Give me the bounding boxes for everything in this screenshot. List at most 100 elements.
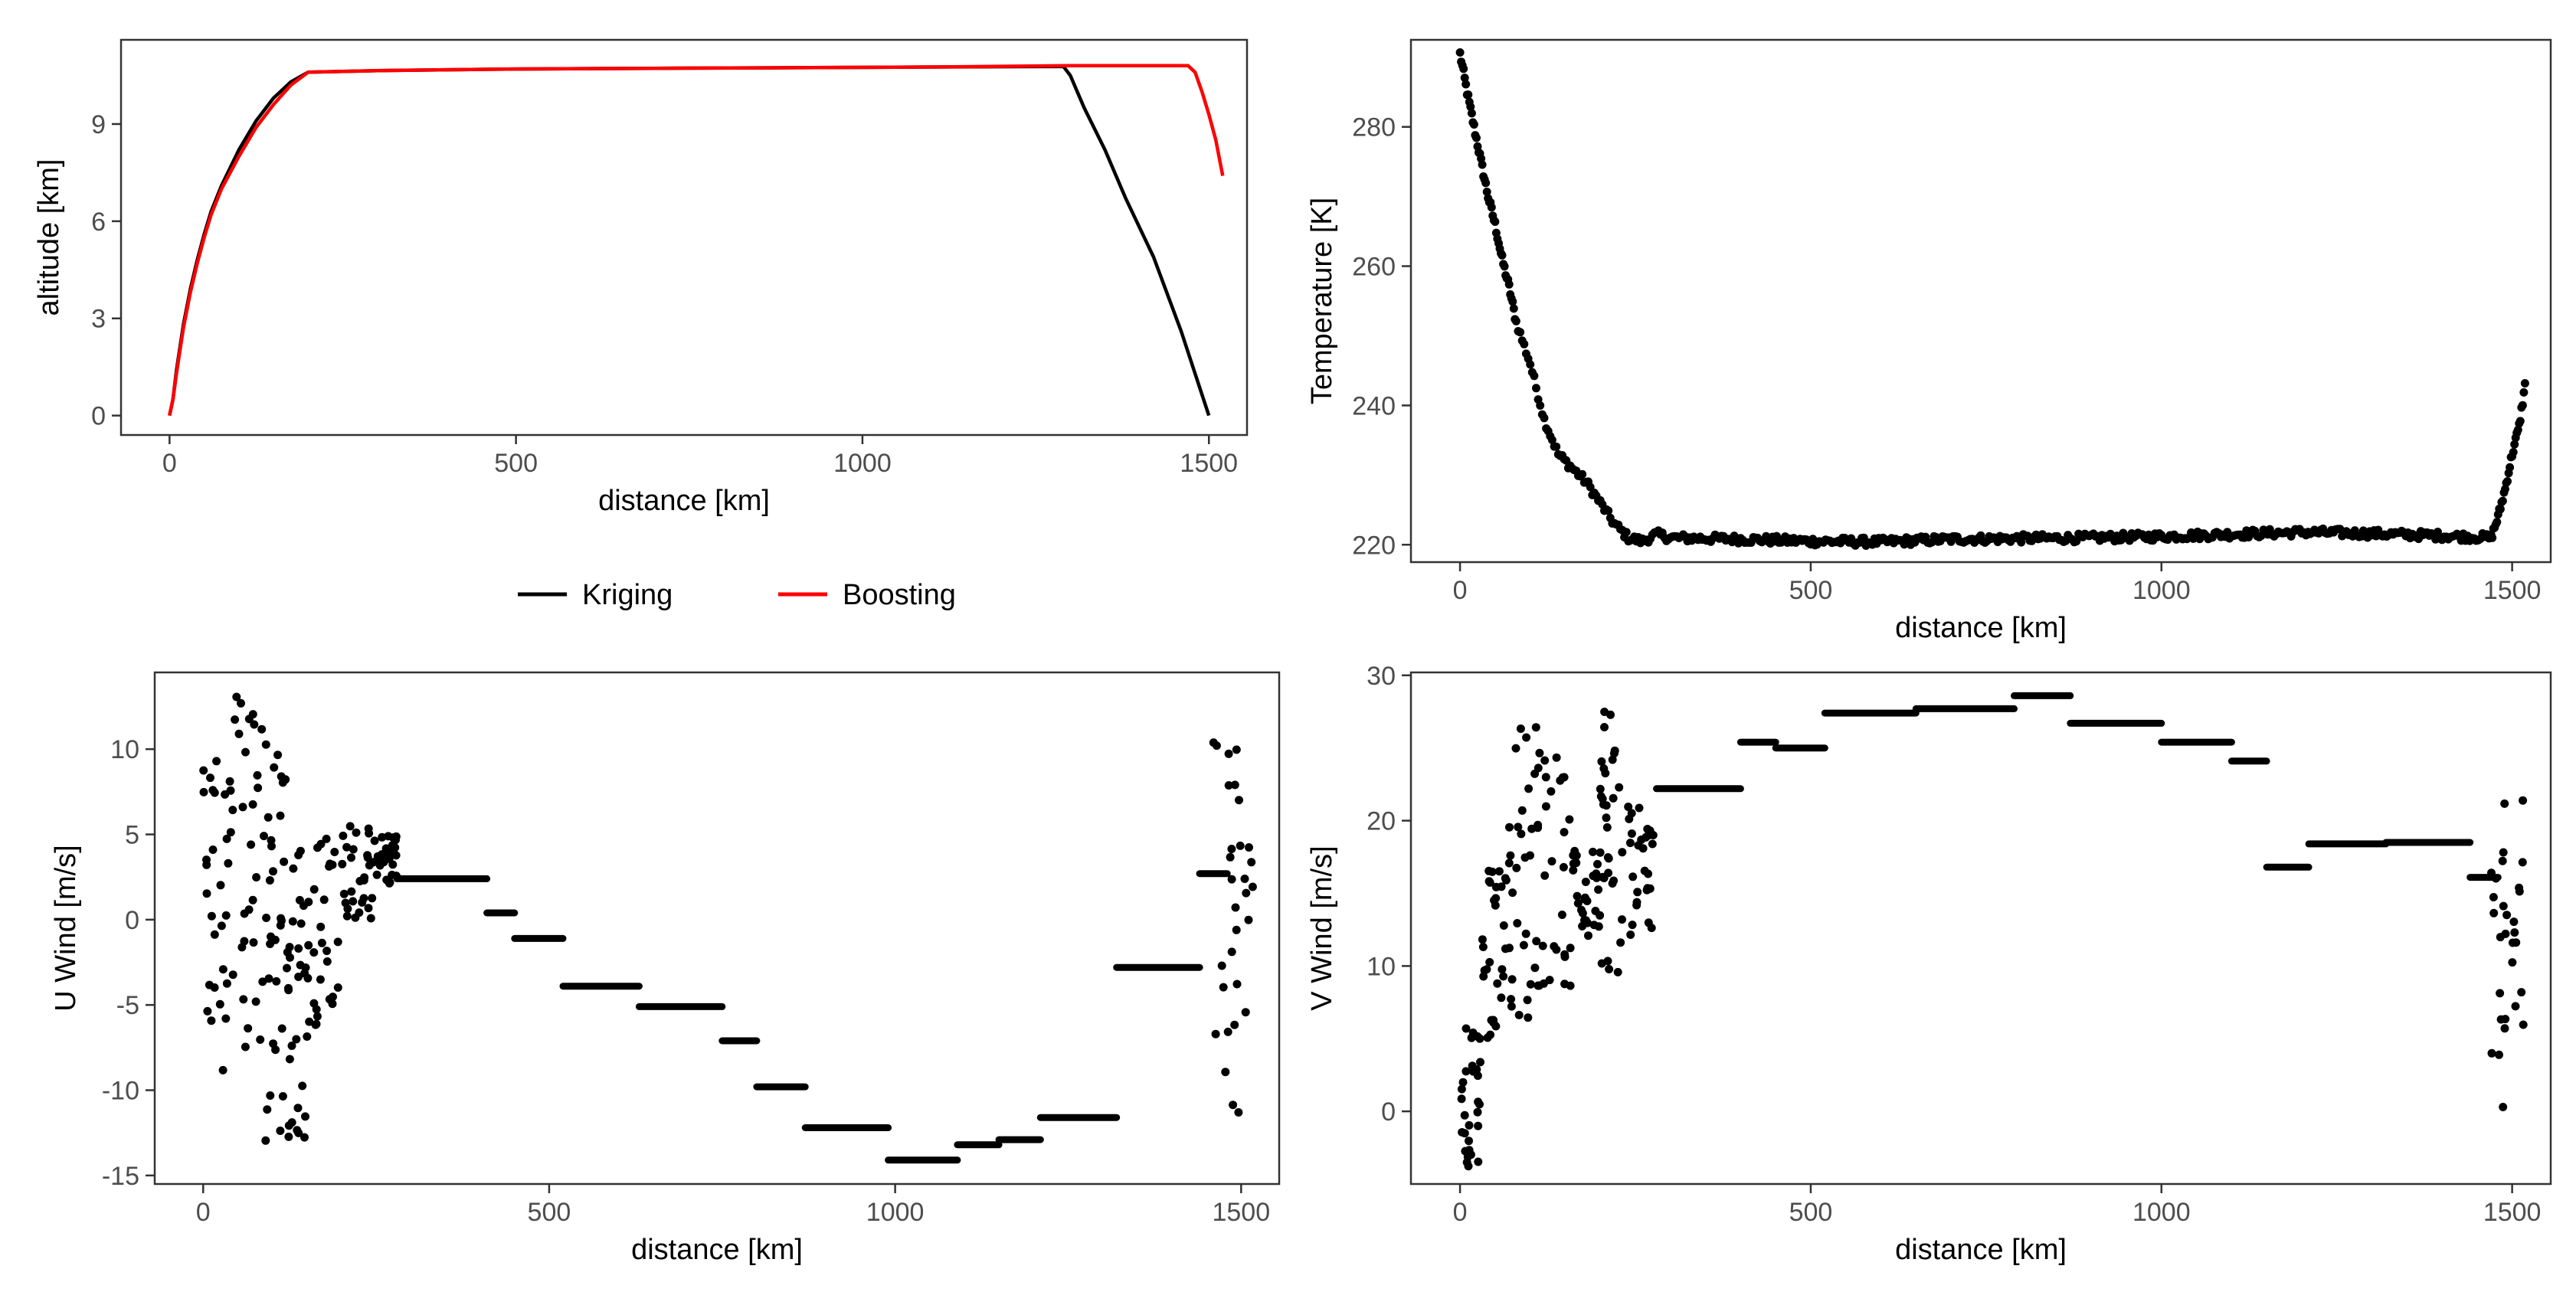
v-wind-point [1644,869,1653,878]
v-wind-point [2487,1048,2496,1058]
u-wind-point [247,840,256,849]
v-wind-point [1618,848,1627,857]
u-wind-point [248,710,257,719]
v-wind-point [1464,1162,1473,1171]
temperature-point [1464,90,1473,100]
u-wind-point [295,895,304,904]
y-axis-title: U Wind [m/s] [50,845,82,1011]
u-wind-point [272,976,281,986]
v-wind-point [1626,931,1635,939]
v-wind-point [1483,1033,1492,1042]
u-wind-point [1221,1068,1230,1077]
v-wind-point [1497,965,1507,974]
v-wind-point [1599,800,1608,809]
u-wind-point [316,975,325,984]
y-axis-title: altitude [km] [33,159,65,316]
y-tick-label: 6 [91,208,106,237]
temperature-point [1622,528,1631,537]
u-wind-point [1224,749,1233,758]
u-wind-point [1227,875,1236,884]
u-wind-point [313,843,322,852]
temperature-point [1478,160,1487,169]
y-axis-title: V Wind [m/s] [1306,845,1338,1010]
v-wind-point [1516,724,1525,733]
u-wind-point [1230,1020,1239,1029]
v-wind-point [1602,813,1611,823]
v-wind-point [1589,872,1598,881]
u-wind-point [339,831,348,840]
x-tick-label: 500 [528,1198,571,1227]
u-wind-point [339,889,349,898]
y-tick-label: 0 [1381,1097,1396,1127]
u-wind-point [261,1136,270,1145]
v-wind-point [1535,748,1544,757]
v-wind-point [1524,784,1533,793]
v-wind-point [1460,1129,1469,1138]
v-wind-point [1476,1058,1484,1067]
temperature-point [1511,316,1520,325]
v-wind-point [1538,941,1547,950]
u-wind-point [226,828,235,837]
x-tick-label: 1000 [833,449,892,478]
v-wind-point [1573,891,1582,901]
v-wind-point [1524,1013,1533,1022]
v-wind-point [2499,848,2508,857]
u-wind-point [316,922,326,931]
temperature-point [1508,297,1517,306]
temperature-point [1526,360,1535,369]
u-wind-point [313,1012,322,1021]
u-wind-point [358,898,367,907]
temperature-point [2503,477,2512,486]
v-wind-point [1478,935,1487,944]
v-wind-point [1624,803,1633,811]
x-axis-title: distance [km] [631,1234,803,1266]
u-wind-point [345,822,355,831]
v-wind-point [1560,828,1569,837]
v-wind-point [1581,878,1590,886]
u-wind-point [1219,983,1228,992]
v-wind-point [2510,928,2519,937]
y-tick-label: 220 [1352,531,1396,560]
u-wind-point [325,995,334,1004]
series-line-boosting [168,64,1225,417]
v-wind-point [1557,911,1566,919]
v-wind-point [1625,839,1635,848]
y-axis-title: Temperature [K] [1306,198,1338,404]
v-wind-point [2508,958,2517,967]
panel-border [1409,38,2552,564]
u-wind-point [244,905,254,914]
v-wind-point [2496,933,2505,942]
v-wind-point [1605,965,1614,973]
v-wind-point [1565,815,1574,824]
y-tick-label: 9 [91,110,106,139]
temperature-point [1459,64,1468,74]
v-wind-point [1597,757,1606,766]
u-wind-point [1247,858,1256,867]
u-wind-point [249,938,258,947]
u-wind-point [1232,980,1242,989]
v-wind-point [1478,943,1488,951]
u-wind-point [277,1024,286,1033]
v-wind-point [1514,823,1523,832]
v-wind-point [1609,793,1618,803]
v-wind-point [1485,878,1494,887]
v-wind-point [2515,883,2524,892]
v-wind-point [1632,898,1642,907]
x-tick-label: 0 [1453,576,1468,605]
series-line-kriging [168,64,1211,417]
u-wind-point [1234,1108,1243,1117]
temperature-point [1455,48,1465,57]
u-wind-point [254,783,263,793]
v-wind-point [1517,806,1527,815]
temperature-point [2513,425,2522,434]
v-wind-point [2500,1024,2509,1033]
v-wind-point [1594,885,1603,895]
v-wind-point [1475,1100,1484,1109]
v-wind-point [1497,882,1506,891]
v-wind-point [2519,1020,2528,1029]
v-wind-point [1461,1067,1471,1076]
u-wind-point [232,692,241,702]
u-wind-point [309,948,319,957]
temperature-point [1504,280,1514,289]
u-wind-point [304,898,313,907]
